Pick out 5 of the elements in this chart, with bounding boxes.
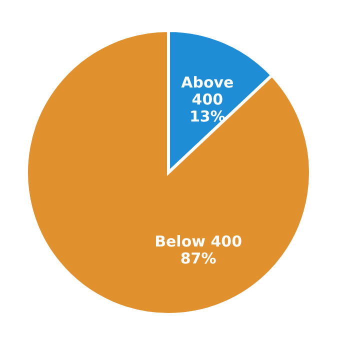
slice-label: Below 400 [154,232,242,250]
slice-label: Above 400 [181,74,234,109]
pie-slice [25,29,312,316]
data-label: 87% [180,249,216,268]
data-label: 13% [189,108,226,126]
